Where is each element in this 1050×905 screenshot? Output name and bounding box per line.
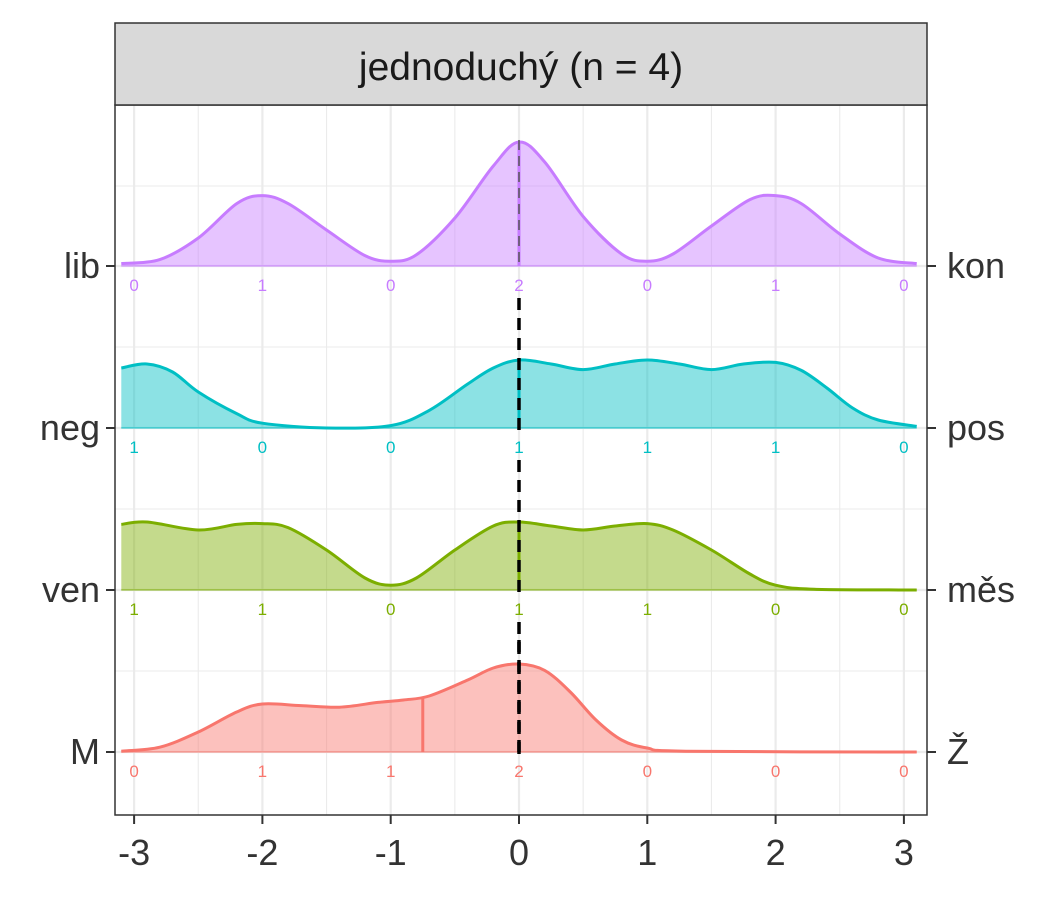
y-label-right: kon (947, 245, 1005, 286)
count-label: 1 (258, 276, 267, 295)
count-label: 1 (514, 600, 523, 619)
count-label: 2 (514, 762, 523, 781)
count-labels: 0 1 0 2 0 1 0 1 0 0 1 1 1 0 1 1 0 1 1 0 0 0 1 1 2 0 0 0 (129, 276, 908, 781)
count-label: 2 (514, 276, 523, 295)
x-tick-label: 3 (894, 832, 914, 873)
count-label: 0 (129, 762, 138, 781)
y-label-left: lib (64, 245, 100, 286)
facet-title: jednoduchý (n = 4) (358, 46, 683, 89)
count-label: 0 (899, 276, 908, 295)
x-tick-label: -2 (246, 832, 278, 873)
count-label: 0 (386, 276, 395, 295)
y-label-left: M (70, 731, 100, 772)
count-label: 1 (386, 762, 395, 781)
count-label: 1 (771, 276, 780, 295)
x-tick-label: 0 (509, 832, 529, 873)
ridge-line (121, 520, 917, 592)
ridge-line (121, 662, 917, 754)
facet-strip (114, 22, 928, 106)
x-tick-label: -1 (375, 832, 407, 873)
count-label: 1 (129, 438, 138, 457)
count-label: 0 (386, 438, 395, 457)
count-label: 0 (771, 600, 780, 619)
count-label: 0 (643, 762, 652, 781)
y-label-right: pos (947, 407, 1005, 448)
y-label-right: měs (947, 569, 1015, 610)
axes: -3 -2 -1 0 1 2 3 lib kon neg pos ven měs M Ž (40, 245, 1015, 873)
count-label: 0 (899, 438, 908, 457)
count-label: 0 (899, 600, 908, 619)
ridge-line (121, 358, 917, 430)
count-label: 0 (386, 600, 395, 619)
count-label: 1 (258, 762, 267, 781)
count-label: 1 (771, 438, 780, 457)
count-label: 0 (258, 438, 267, 457)
x-tick-label: -3 (118, 832, 150, 873)
count-label: 1 (258, 600, 267, 619)
count-label: 1 (129, 600, 138, 619)
count-label: 0 (771, 762, 780, 781)
y-label-left: neg (40, 407, 100, 448)
x-tick-label: 2 (766, 832, 786, 873)
count-label: 0 (643, 276, 652, 295)
count-label: 0 (899, 762, 908, 781)
y-label-right: Ž (947, 731, 969, 772)
x-tick-label: 1 (637, 832, 657, 873)
count-label: 0 (129, 276, 138, 295)
count-label: 1 (643, 438, 652, 457)
count-label: 1 (643, 600, 652, 619)
count-label: 1 (514, 438, 523, 457)
y-label-left: ven (42, 569, 100, 610)
